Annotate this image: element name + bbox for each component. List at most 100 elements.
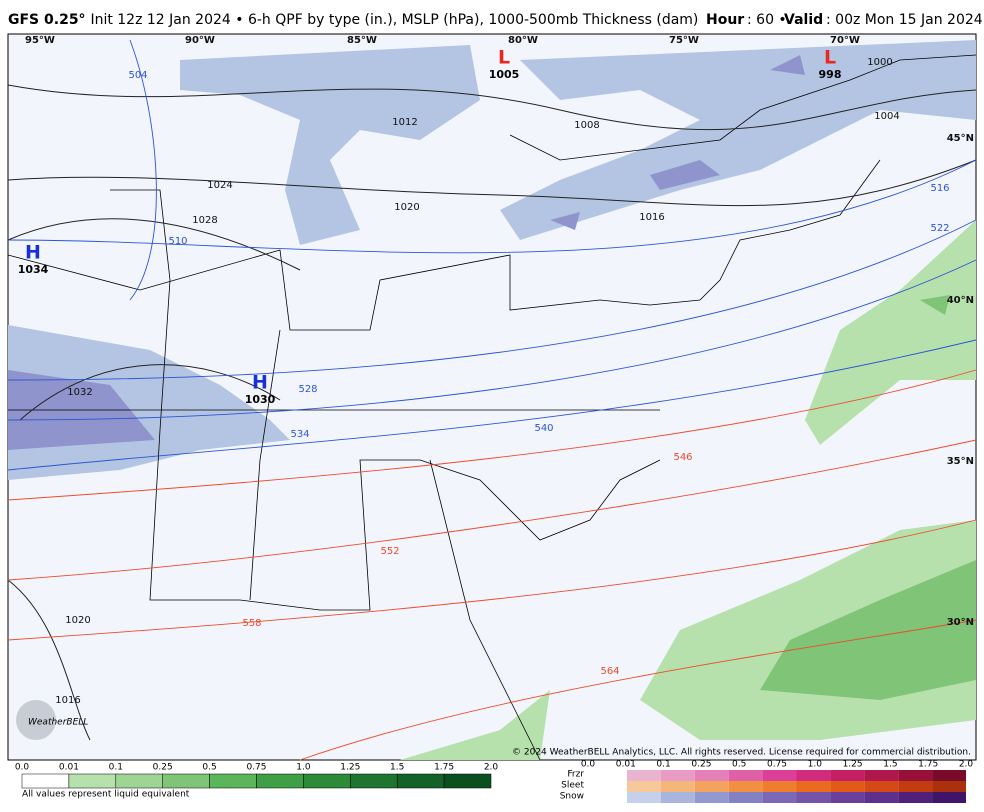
type-tick-label: 2.0 <box>959 760 974 770</box>
type-color <box>796 770 831 781</box>
qpf-tick-label: 0.01 <box>59 763 79 773</box>
thickness-label: 522 <box>930 223 949 234</box>
type-color <box>660 770 695 781</box>
isobar-label: 1008 <box>574 120 599 131</box>
pressure-center-value: 1034 <box>18 263 49 276</box>
qpf-tick-label: 0.25 <box>153 763 173 773</box>
isobar-label: 1000 <box>867 57 892 68</box>
pressure-center-type: L <box>498 47 510 69</box>
qpf-color <box>350 773 398 789</box>
type-color <box>694 781 729 792</box>
hour-value: : 60 • <box>747 12 787 28</box>
type-color <box>627 770 661 781</box>
longitude-label: 75°W <box>669 35 699 46</box>
type-color <box>796 781 831 792</box>
type-color <box>762 781 797 792</box>
type-color <box>796 792 831 803</box>
thickness-label: 534 <box>290 429 309 440</box>
longitude-label: 95°W <box>25 35 55 46</box>
latitude-label: 40°N <box>947 295 974 306</box>
qpf-color <box>396 773 445 789</box>
type-tick-label: 1.25 <box>843 760 863 770</box>
qpf-tick-label: 0.1 <box>109 763 123 773</box>
pressure-center-type: H <box>25 242 41 264</box>
type-color <box>830 770 865 781</box>
pressure-center-value: 1030 <box>245 393 276 406</box>
qpf-color <box>256 773 304 789</box>
thickness-label: 552 <box>380 546 399 557</box>
type-color <box>932 770 966 781</box>
thickness-label: 528 <box>298 384 317 395</box>
type-color <box>728 792 763 803</box>
type-tick-label: 1.75 <box>918 760 938 770</box>
thickness-label: 510 <box>168 236 187 247</box>
latitude-label: 45°N <box>947 133 974 144</box>
copyright: © 2024 WeatherBELL Analytics, LLC. All r… <box>512 748 971 758</box>
type-tick-label: 0.01 <box>616 760 636 770</box>
type-color <box>660 781 695 792</box>
hour-label: Hour <box>706 12 744 28</box>
longitude-label: 70°W <box>830 35 860 46</box>
longitude-label: 80°W <box>508 35 538 46</box>
thickness-label: 504 <box>128 70 147 81</box>
type-tick-label: 0.25 <box>691 760 711 770</box>
qpf-tick-label: 1.5 <box>390 763 404 773</box>
type-label: Snow <box>560 792 584 802</box>
isobar-label: 1028 <box>192 215 217 226</box>
isobar-label: 1016 <box>639 212 664 223</box>
isobar-label: 1032 <box>67 387 92 398</box>
legend-note: All values represent liquid equivalent <box>22 790 190 800</box>
thickness-cold <box>7 39 977 471</box>
qpf-color <box>21 773 70 789</box>
borders <box>7 54 977 761</box>
qpf-tick-label: 1.0 <box>296 763 311 773</box>
qpf-tick-label: 0.5 <box>202 763 216 773</box>
title: GFS 0.25° Init 12z 12 Jan 2024 • 6-h QPF… <box>8 12 698 28</box>
isobar-label: 1020 <box>65 615 90 626</box>
latitude-label: 30°N <box>947 617 974 628</box>
type-color <box>864 792 899 803</box>
qpf-color <box>209 773 257 789</box>
isobar-label: 1004 <box>874 111 899 122</box>
qpf-tick-label: 1.25 <box>340 763 360 773</box>
valid-value: : 00z Mon 15 Jan 2024 <box>826 12 983 28</box>
type-color <box>864 781 899 792</box>
thickness-label: 516 <box>930 183 949 194</box>
qpf-color <box>303 773 351 789</box>
longitude-label: 90°W <box>185 35 215 46</box>
logo-mark <box>16 700 56 740</box>
type-color <box>694 770 729 781</box>
isobar-label: 1024 <box>207 180 232 191</box>
qpf-tick-label: 0.0 <box>15 763 30 773</box>
qpf-tick-label: 2.0 <box>484 763 499 773</box>
type-color <box>932 781 966 792</box>
valid-label: Valid <box>784 12 823 28</box>
type-color <box>660 792 695 803</box>
type-color <box>728 770 763 781</box>
isobars <box>7 84 977 741</box>
type-color <box>898 770 933 781</box>
thickness-warm <box>7 369 977 761</box>
qpf-tick-label: 1.75 <box>434 763 454 773</box>
qpf-color <box>115 773 163 789</box>
type-label: Sleet <box>561 781 584 791</box>
type-color <box>830 792 865 803</box>
isobar-label: 1016 <box>55 695 80 706</box>
type-color <box>728 781 763 792</box>
type-color <box>694 792 729 803</box>
pressure-center-value: 998 <box>819 68 842 81</box>
pressure-center-type: H <box>252 372 268 394</box>
type-color <box>932 792 966 803</box>
type-tick-label: 0.75 <box>767 760 787 770</box>
pressure-center-type: L <box>824 47 836 69</box>
thickness-label: 546 <box>673 452 692 463</box>
latitude-label: 35°N <box>947 456 974 467</box>
qpf-color <box>443 773 492 789</box>
qpf-tick-label: 0.75 <box>246 763 266 773</box>
isobar-label: 1020 <box>394 202 419 213</box>
type-color <box>898 792 933 803</box>
qpf-color <box>68 773 117 789</box>
type-color <box>762 770 797 781</box>
type-tick-label: 1.0 <box>808 760 823 770</box>
